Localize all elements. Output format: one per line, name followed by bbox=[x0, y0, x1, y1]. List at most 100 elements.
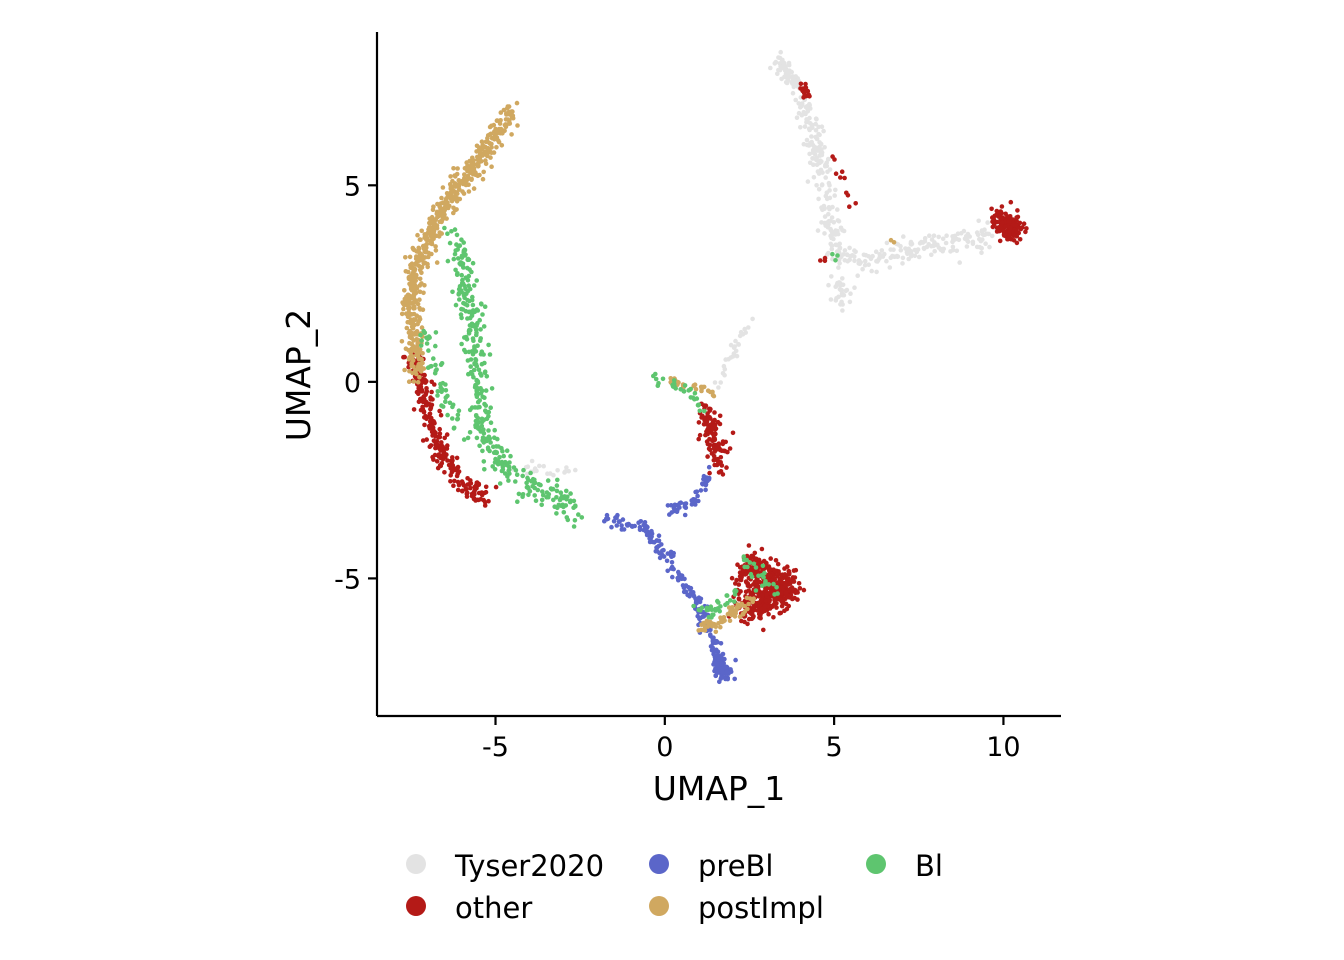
point-postimpl bbox=[449, 188, 455, 194]
point-postimpl bbox=[438, 201, 444, 206]
point-other bbox=[1023, 229, 1028, 235]
point-other bbox=[439, 440, 444, 445]
point-bl bbox=[771, 581, 776, 587]
point-tyser2020 bbox=[837, 286, 843, 292]
point-other bbox=[1021, 221, 1027, 226]
point-tyser2020 bbox=[856, 258, 862, 263]
point-postimpl bbox=[510, 115, 516, 121]
series-postimpl bbox=[399, 100, 897, 635]
point-postimpl bbox=[746, 601, 751, 607]
point-postimpl bbox=[485, 145, 491, 151]
point-bl bbox=[499, 445, 504, 451]
point-postimpl bbox=[409, 330, 415, 336]
point-other bbox=[474, 497, 480, 503]
point-other bbox=[718, 455, 724, 460]
scatter-points bbox=[399, 49, 1029, 685]
point-postimpl bbox=[426, 254, 431, 260]
point-other bbox=[422, 422, 427, 428]
point-bl bbox=[514, 472, 520, 478]
point-postimpl bbox=[419, 270, 424, 276]
point-tyser2020 bbox=[808, 140, 813, 146]
point-bl bbox=[451, 256, 457, 262]
point-other bbox=[746, 588, 751, 593]
point-prebl bbox=[677, 501, 683, 506]
point-tyser2020 bbox=[731, 351, 737, 356]
point-tyser2020 bbox=[924, 244, 930, 250]
point-other bbox=[479, 490, 485, 495]
point-postimpl bbox=[402, 367, 407, 373]
point-other bbox=[1017, 237, 1023, 242]
point-tyser2020 bbox=[728, 355, 734, 360]
point-other bbox=[998, 209, 1003, 214]
point-bl bbox=[492, 427, 498, 433]
point-prebl bbox=[619, 523, 624, 528]
point-other bbox=[752, 550, 758, 556]
point-other bbox=[696, 436, 701, 442]
point-postimpl bbox=[399, 311, 405, 317]
point-tyser2020 bbox=[903, 246, 908, 251]
point-bl bbox=[706, 614, 712, 620]
point-postimpl bbox=[455, 166, 460, 171]
point-postimpl bbox=[718, 624, 723, 630]
point-bl bbox=[513, 468, 519, 473]
point-tyser2020 bbox=[822, 145, 827, 150]
point-other bbox=[990, 224, 996, 230]
point-tyser2020 bbox=[919, 239, 924, 245]
point-other bbox=[740, 572, 746, 577]
point-prebl bbox=[670, 574, 675, 580]
point-tyser2020 bbox=[740, 332, 746, 337]
point-bl bbox=[564, 488, 569, 494]
point-other bbox=[464, 494, 470, 499]
point-bl bbox=[653, 376, 659, 382]
point-postimpl bbox=[431, 234, 436, 240]
point-prebl bbox=[671, 553, 676, 559]
point-bl bbox=[472, 324, 477, 329]
point-other bbox=[993, 212, 999, 218]
point-postimpl bbox=[412, 368, 418, 373]
point-postimpl bbox=[496, 138, 501, 143]
point-tyser2020 bbox=[742, 326, 747, 332]
point-bl bbox=[835, 253, 840, 258]
point-tyser2020 bbox=[799, 112, 805, 118]
point-tyser2020 bbox=[837, 257, 842, 262]
legend-key-bl bbox=[866, 854, 886, 874]
point-postimpl bbox=[744, 595, 750, 601]
point-tyser2020 bbox=[566, 468, 571, 474]
point-tyser2020 bbox=[803, 111, 808, 117]
point-postimpl bbox=[407, 340, 412, 346]
point-other bbox=[1005, 214, 1010, 219]
point-other bbox=[711, 432, 716, 438]
point-other bbox=[994, 229, 1000, 234]
point-bl bbox=[472, 344, 477, 349]
point-postimpl bbox=[434, 260, 440, 265]
point-prebl bbox=[723, 676, 728, 682]
point-bl bbox=[520, 473, 525, 479]
point-other bbox=[460, 481, 466, 486]
series-bl bbox=[418, 225, 840, 620]
point-tyser2020 bbox=[816, 196, 821, 202]
point-bl bbox=[433, 343, 438, 349]
point-prebl bbox=[669, 566, 674, 571]
point-bl bbox=[753, 588, 759, 593]
point-prebl bbox=[728, 669, 734, 674]
point-other bbox=[701, 415, 707, 421]
point-tyser2020 bbox=[874, 269, 879, 275]
point-postimpl bbox=[415, 379, 421, 385]
point-postimpl bbox=[433, 244, 438, 249]
point-postimpl bbox=[515, 123, 520, 128]
point-other bbox=[738, 577, 744, 583]
point-prebl bbox=[706, 464, 712, 470]
point-bl bbox=[540, 489, 545, 494]
point-bl bbox=[526, 486, 531, 491]
point-postimpl bbox=[493, 135, 498, 140]
point-bl bbox=[492, 467, 498, 472]
point-postimpl bbox=[452, 183, 457, 189]
point-postimpl bbox=[713, 624, 719, 629]
point-tyser2020 bbox=[723, 357, 728, 362]
point-other bbox=[766, 566, 772, 571]
point-bl bbox=[462, 247, 467, 253]
point-postimpl bbox=[460, 189, 465, 194]
point-prebl bbox=[668, 503, 674, 508]
point-prebl bbox=[611, 519, 617, 524]
point-bl bbox=[728, 598, 733, 603]
